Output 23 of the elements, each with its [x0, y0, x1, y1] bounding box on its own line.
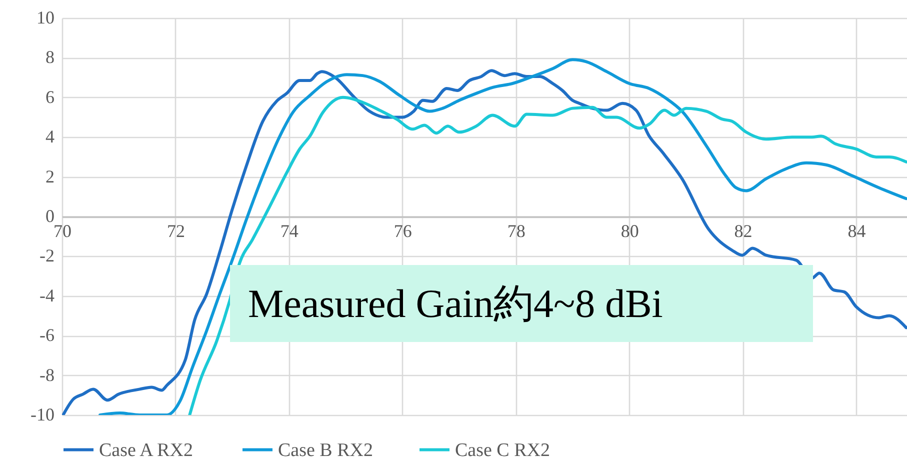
x-tick-label: 70	[54, 221, 72, 241]
y-tick-label: 6	[46, 86, 54, 107]
y-tick-label: 2	[46, 166, 54, 186]
y-tick-label: 0	[46, 206, 54, 226]
y-tick-label: -6	[40, 325, 54, 346]
y-tick-label: 10	[36, 8, 54, 28]
x-tick-label: 78	[507, 221, 526, 241]
y-tick-label: -10	[30, 404, 54, 424]
x-tick-label: 74	[280, 221, 298, 241]
y-tick-label: -4	[40, 285, 54, 306]
line-series	[188, 96, 907, 415]
x-tick-label: 84	[848, 221, 866, 241]
y-tick-label: 4	[46, 126, 54, 147]
y-tick-label: 8	[46, 47, 54, 68]
x-tick-label: 80	[620, 221, 639, 241]
legend-label: Case B RX2	[278, 440, 373, 461]
x-tick-label: 76	[394, 221, 412, 241]
legend-label: Case C RX2	[455, 440, 550, 461]
legend-label: Case A RX2	[99, 440, 193, 461]
x-tick-label: 82	[734, 221, 752, 241]
y-tick-label: -8	[40, 364, 54, 385]
x-tick-label: 72	[166, 221, 185, 241]
y-tick-label: -2	[40, 246, 54, 266]
